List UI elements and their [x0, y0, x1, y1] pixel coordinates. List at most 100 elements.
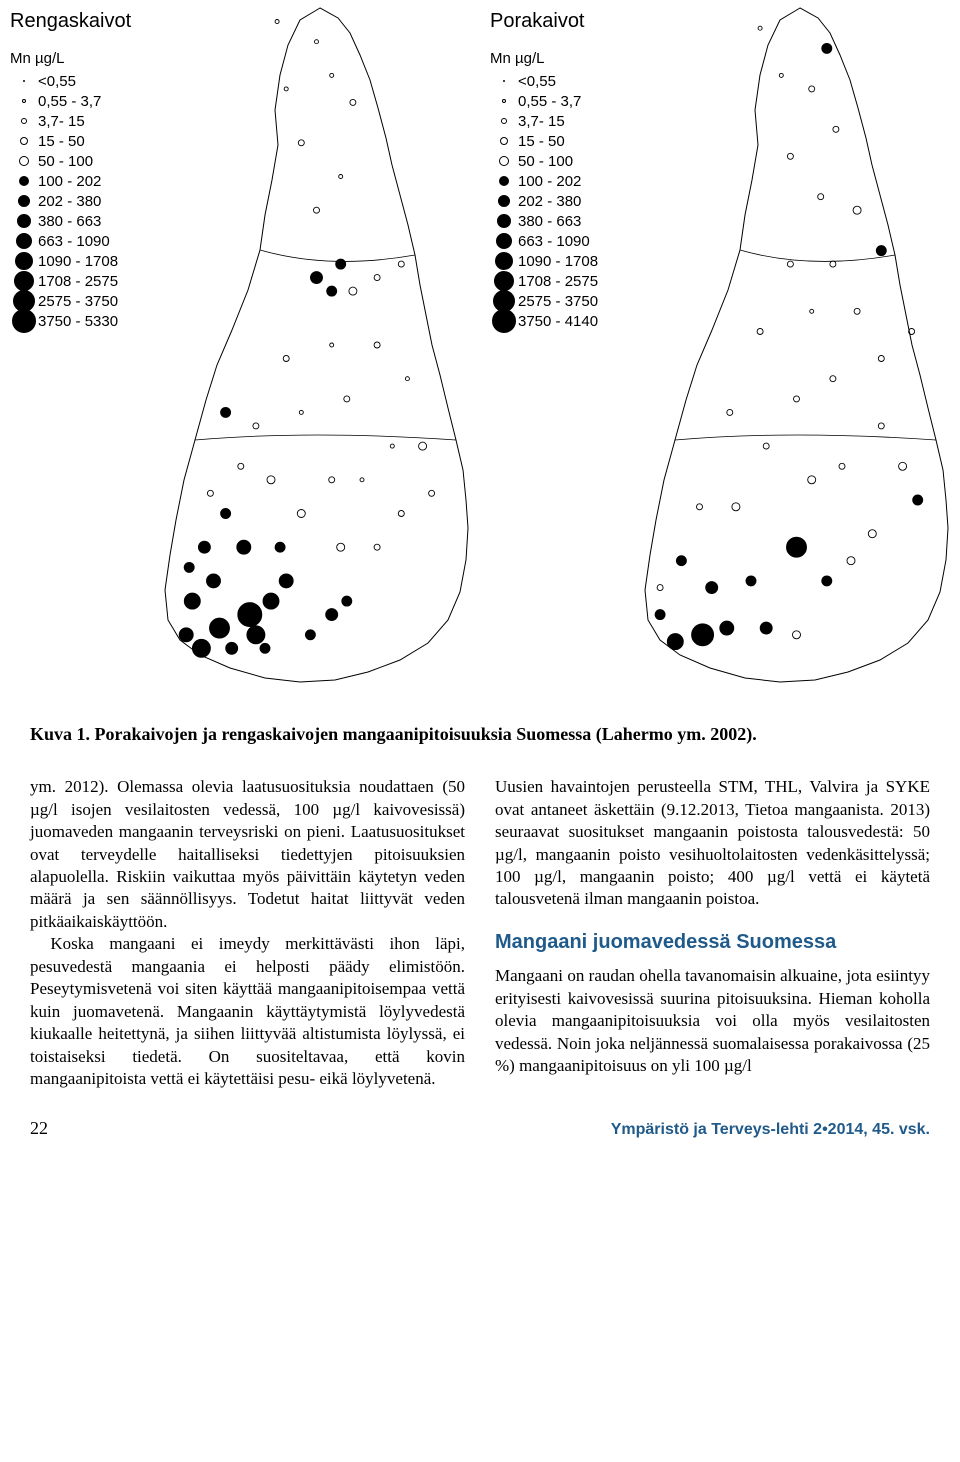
- sample-point-icon: [793, 631, 801, 639]
- legend-row: 1708 - 2575: [10, 271, 118, 291]
- sample-point-icon: [330, 343, 334, 347]
- legend-marker-icon: [10, 271, 38, 291]
- legend-marker-icon: [10, 80, 38, 82]
- sample-point-icon: [275, 542, 285, 552]
- legend-label: 202 - 380: [518, 193, 581, 210]
- sample-point-icon: [899, 462, 907, 470]
- sample-point-icon: [349, 287, 357, 295]
- legend-label: 1090 - 1708: [518, 253, 598, 270]
- sample-point-icon: [221, 407, 231, 417]
- legend-label: <0,55: [38, 73, 76, 90]
- sample-point-icon: [818, 194, 824, 200]
- legend-label: 0,55 - 3,7: [38, 93, 101, 110]
- para-right-1: Uusien havaintojen perusteella STM, THL,…: [495, 776, 930, 911]
- legend-label: 663 - 1090: [518, 233, 590, 250]
- journal-ref: Ympäristö ja Terveys-lehti 2•2014, 45. v…: [611, 1121, 930, 1139]
- sample-point-icon: [221, 509, 231, 519]
- sample-point-icon: [326, 609, 338, 621]
- legend-row: 2575 - 3750: [10, 291, 118, 311]
- legend-label: 663 - 1090: [38, 233, 110, 250]
- legend-label: 3,7- 15: [38, 113, 85, 130]
- map-right-panel: Porakaivot Mn µg/L <0,550,55 - 3,73,7- 1…: [480, 0, 960, 700]
- legend-label: 15 - 50: [518, 133, 565, 150]
- sample-point-icon: [878, 423, 884, 429]
- sample-point-icon: [339, 175, 343, 179]
- column-left: ym. 2012). Olemassa olevia laatusuosituk…: [30, 776, 465, 1090]
- footer: 22 Ympäristö ja Terveys-lehti 2•2014, 45…: [30, 1118, 930, 1139]
- section-heading: Mangaani juomavedessä Suomessa: [495, 929, 930, 955]
- legend-row: 1708 - 2575: [490, 271, 598, 291]
- sample-point-icon: [830, 261, 836, 267]
- legend-marker-icon: [10, 309, 38, 333]
- sample-point-icon: [267, 476, 275, 484]
- sample-point-icon: [192, 639, 210, 657]
- legend-row: 380 - 663: [10, 211, 118, 231]
- column-right: Uusien havaintojen perusteella STM, THL,…: [495, 776, 930, 1090]
- sample-point-icon: [253, 423, 259, 429]
- finland-map-right-icon: [630, 0, 960, 690]
- map-left-legend-title: Mn µg/L: [10, 50, 118, 67]
- legend-marker-icon: [10, 214, 38, 228]
- sample-point-icon: [314, 207, 320, 213]
- legend-row: 0,55 - 3,7: [490, 91, 598, 111]
- sample-point-icon: [279, 574, 293, 588]
- sample-point-icon: [727, 409, 733, 415]
- sample-point-icon: [405, 377, 409, 381]
- sample-point-icon: [350, 99, 356, 105]
- sample-point-icon: [315, 40, 319, 44]
- sample-point-icon: [763, 443, 769, 449]
- sample-point-icon: [779, 73, 783, 77]
- legend-row: 0,55 - 3,7: [10, 91, 118, 111]
- sample-point-icon: [275, 20, 279, 24]
- sample-point-icon: [913, 495, 923, 505]
- legend-row: 202 - 380: [10, 191, 118, 211]
- legend-row: 2575 - 3750: [490, 291, 598, 311]
- sample-point-icon: [198, 541, 210, 553]
- legend-row: 50 - 100: [490, 151, 598, 171]
- map-left-panel: Rengaskaivot Mn µg/L <0,550,55 - 3,73,7-…: [0, 0, 480, 700]
- sample-point-icon: [419, 442, 427, 450]
- map-left-svg: [150, 0, 480, 690]
- legend-marker-icon: [490, 252, 518, 270]
- legend-label: 100 - 202: [518, 173, 581, 190]
- legend-label: 2575 - 3750: [38, 293, 118, 310]
- legend-marker-icon: [490, 156, 518, 166]
- region-border-icon: [675, 435, 936, 440]
- sample-point-icon: [854, 308, 860, 314]
- region-border-icon: [740, 250, 895, 261]
- legend-row: 380 - 663: [490, 211, 598, 231]
- map-right-legend-title: Mn µg/L: [490, 50, 598, 67]
- para-right-2: Mangaani on raudan ohella tavanomaisin a…: [495, 965, 930, 1077]
- sample-point-icon: [758, 26, 762, 30]
- legend-row: 3750 - 5330: [10, 311, 118, 331]
- legend-label: 3750 - 4140: [518, 313, 598, 330]
- sample-point-icon: [398, 511, 404, 517]
- sample-point-icon: [746, 576, 756, 586]
- sample-point-icon: [757, 329, 763, 335]
- body-columns: ym. 2012). Olemassa olevia laatusuosituk…: [30, 776, 930, 1090]
- sample-point-icon: [692, 624, 714, 646]
- sample-point-icon: [330, 73, 334, 77]
- sample-point-icon: [839, 463, 845, 469]
- sample-point-icon: [374, 544, 380, 550]
- page-number: 22: [30, 1118, 48, 1139]
- maps-row: Rengaskaivot Mn µg/L <0,550,55 - 3,73,7-…: [0, 0, 960, 700]
- legend-label: 3750 - 5330: [38, 313, 118, 330]
- map-right-svg: [630, 0, 960, 690]
- sample-point-icon: [238, 603, 262, 627]
- sample-point-icon: [697, 504, 703, 510]
- sample-point-icon: [184, 593, 200, 609]
- sample-point-icon: [794, 396, 800, 402]
- sample-point-icon: [810, 309, 814, 313]
- legend-row: 15 - 50: [490, 131, 598, 151]
- page: Rengaskaivot Mn µg/L <0,550,55 - 3,73,7-…: [0, 0, 960, 1139]
- legend-marker-icon: [490, 80, 518, 82]
- sample-point-icon: [210, 618, 230, 638]
- sample-point-icon: [374, 342, 380, 348]
- sample-point-icon: [337, 543, 345, 551]
- map-right-legend-rows: <0,550,55 - 3,73,7- 1515 - 5050 - 100100…: [490, 71, 598, 331]
- sample-point-icon: [655, 610, 665, 620]
- sample-point-icon: [179, 628, 193, 642]
- legend-marker-icon: [490, 99, 518, 103]
- legend-marker-icon: [10, 99, 38, 103]
